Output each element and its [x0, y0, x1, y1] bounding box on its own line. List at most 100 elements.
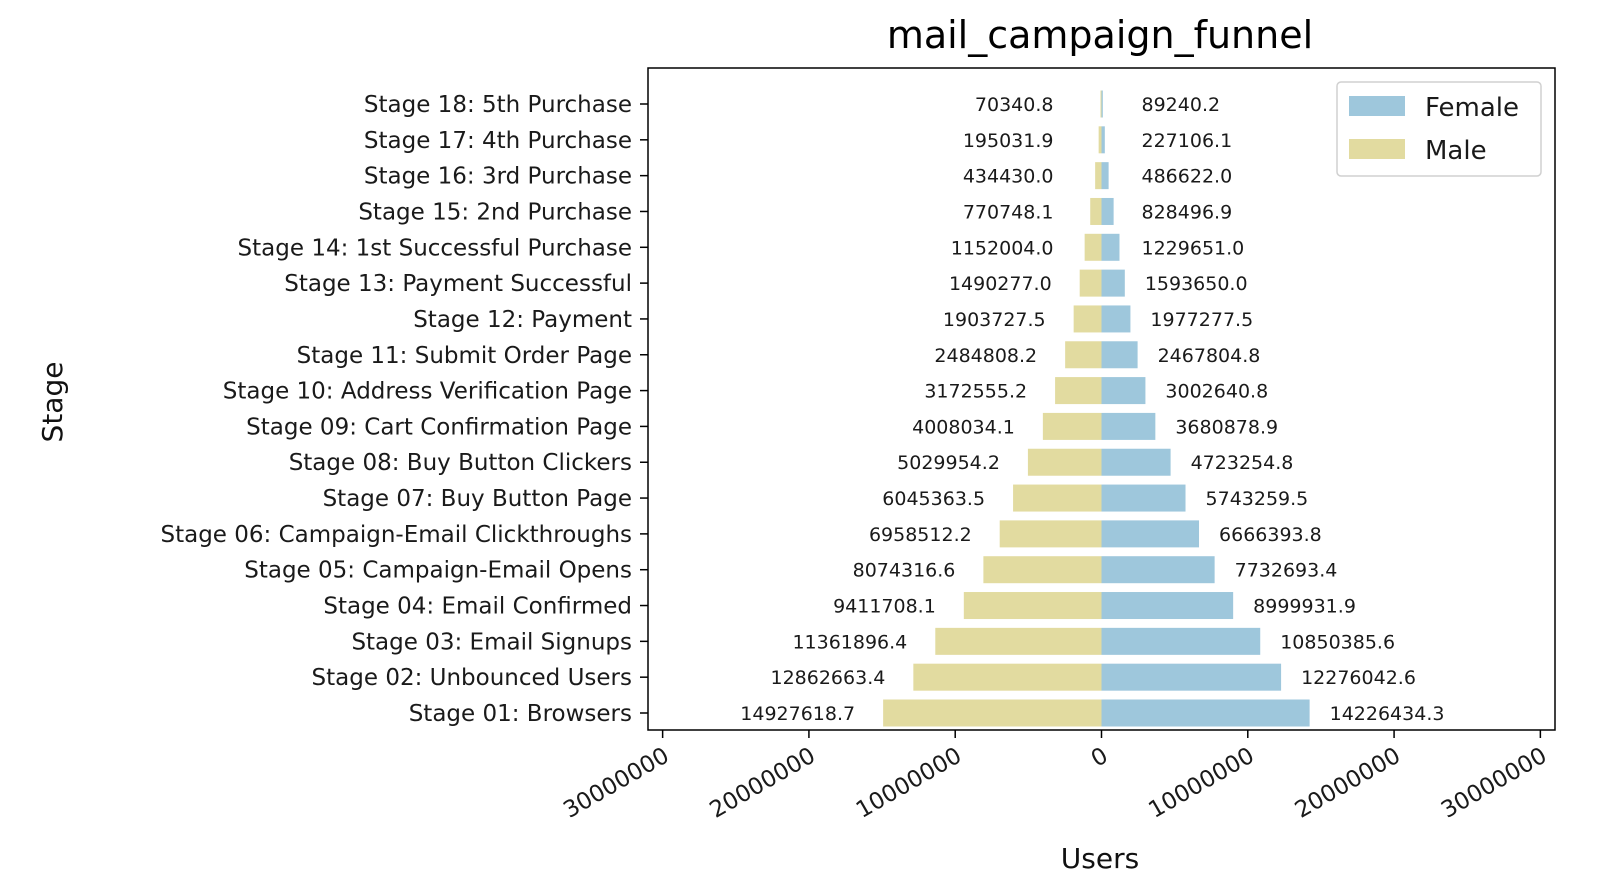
bar-female	[1101, 556, 1215, 584]
data-label-female: 1977277.5	[1150, 309, 1253, 331]
data-label-male: 1903727.5	[943, 309, 1046, 331]
data-label-male: 9411708.1	[833, 596, 936, 618]
x-tick-label: 10000000	[852, 743, 966, 824]
bar-female	[1101, 448, 1171, 476]
y-tick-label: Stage 10: Address Verification Page	[223, 379, 632, 405]
legend-label-female: Female	[1425, 93, 1519, 123]
y-tick-label: Stage 04: Email Confirmed	[323, 594, 632, 620]
y-tick-label: Stage 03: Email Signups	[351, 629, 632, 655]
data-label-female: 5743259.5	[1206, 488, 1309, 510]
data-label-female: 227106.1	[1142, 130, 1233, 152]
data-label-male: 1490277.0	[949, 273, 1052, 295]
data-label-female: 2467804.8	[1158, 345, 1261, 367]
bar-female	[1101, 162, 1109, 190]
chart-title: mail_campaign_funnel	[887, 13, 1313, 57]
bars-layer	[883, 90, 1310, 727]
data-label-female: 89240.2	[1142, 94, 1221, 116]
y-tick-label: Stage 02: Unbounced Users	[312, 665, 632, 691]
bar-female	[1101, 520, 1200, 548]
y-tick-label: Stage 05: Campaign-Email Opens	[244, 558, 632, 584]
bar-male	[1065, 341, 1102, 369]
bar-female	[1101, 377, 1146, 405]
legend-swatch-male	[1349, 139, 1405, 159]
x-axis-ticks: 30000000 20000000 10000000 0 10000000 2000000…	[559, 730, 1551, 824]
bar-female	[1101, 699, 1310, 727]
bar-female	[1101, 341, 1138, 369]
bar-male	[913, 663, 1102, 691]
data-label-female: 14226434.3	[1330, 703, 1445, 725]
data-label-male: 12862663.4	[770, 667, 885, 689]
bar-female	[1101, 627, 1261, 655]
bar-male	[1095, 162, 1102, 190]
bar-female	[1101, 197, 1114, 225]
data-label-female: 3680878.9	[1175, 416, 1278, 438]
bar-male	[1013, 484, 1102, 512]
y-tick-label: Stage 06: Campaign-Email Clickthroughs	[161, 522, 633, 548]
y-tick-label: Stage 12: Payment	[413, 307, 632, 333]
bar-male	[1027, 448, 1102, 476]
y-tick-label: Stage 01: Browsers	[409, 701, 632, 727]
y-tick-label: Stage 16: 3rd Purchase	[364, 164, 632, 190]
y-tick-label: Stage 09: Cart Confirmation Page	[246, 414, 632, 440]
data-label-female: 1229651.0	[1142, 237, 1245, 259]
data-label-male: 6045363.5	[882, 488, 985, 510]
bar-male	[963, 592, 1102, 620]
bar-male	[983, 556, 1102, 584]
data-label-male: 195031.9	[963, 130, 1054, 152]
x-tick-label: 30000000	[559, 743, 673, 824]
data-label-female: 828496.9	[1142, 201, 1233, 223]
bar-female	[1101, 126, 1105, 154]
bar-female	[1101, 484, 1186, 512]
y-tick-label: Stage 18: 5th Purchase	[364, 92, 632, 118]
legend: Female Male	[1336, 81, 1542, 177]
y-axis-label: Stage	[36, 362, 69, 443]
y-tick-label: Stage 07: Buy Button Page	[323, 486, 632, 512]
bar-female	[1101, 305, 1131, 333]
bar-male	[1073, 305, 1102, 333]
data-label-female: 486622.0	[1142, 166, 1233, 188]
data-label-male: 14927618.7	[740, 703, 855, 725]
bar-female	[1101, 269, 1125, 297]
y-tick-label: Stage 17: 4th Purchase	[364, 128, 632, 154]
bar-male	[999, 520, 1102, 548]
y-tick-label: Stage 13: Payment Successful	[284, 271, 632, 297]
data-label-male: 2484808.2	[934, 345, 1037, 367]
data-label-female: 8999931.9	[1253, 596, 1356, 618]
bar-male	[1098, 126, 1102, 154]
data-label-male: 434430.0	[963, 166, 1054, 188]
data-label-female: 3002640.8	[1165, 381, 1268, 403]
data-label-male: 770748.1	[963, 201, 1054, 223]
bar-male	[1079, 269, 1102, 297]
bar-male	[1084, 233, 1102, 261]
bar-female	[1101, 412, 1156, 440]
data-label-female: 4723254.8	[1191, 452, 1294, 474]
data-label-female: 10850385.6	[1280, 631, 1395, 653]
data-label-male: 6958512.2	[869, 524, 972, 546]
data-label-male: 11361896.4	[792, 631, 907, 653]
bar-male	[1042, 412, 1102, 440]
data-label-male: 5029954.2	[897, 452, 1000, 474]
bar-female	[1101, 90, 1103, 118]
x-tick-label: 30000000	[1437, 743, 1551, 824]
data-label-male: 8074316.6	[853, 560, 956, 582]
bar-male	[1090, 197, 1102, 225]
bar-female	[1101, 663, 1282, 691]
data-labels-layer: 14226434.3 12276042.6 10850385.6 8999931.9 7…	[740, 94, 1444, 725]
data-label-male: 4008034.1	[912, 416, 1015, 438]
bar-male	[1100, 90, 1102, 118]
data-label-female: 1593650.0	[1145, 273, 1248, 295]
y-tick-label: Stage 08: Buy Button Clickers	[289, 450, 632, 476]
bar-female	[1101, 233, 1120, 261]
bar-male	[883, 699, 1102, 727]
x-tick-label: 20000000	[706, 743, 820, 824]
bar-male	[1055, 377, 1102, 405]
bar-male	[935, 627, 1102, 655]
x-tick-label: 10000000	[1144, 743, 1258, 824]
y-axis-categories: Stage 01: Browsers Stage 02: Unbounced Us…	[161, 92, 648, 727]
data-label-male: 1152004.0	[951, 237, 1054, 259]
data-label-female: 12276042.6	[1301, 667, 1416, 689]
data-label-male: 70340.8	[975, 94, 1054, 116]
bar-female	[1101, 592, 1234, 620]
